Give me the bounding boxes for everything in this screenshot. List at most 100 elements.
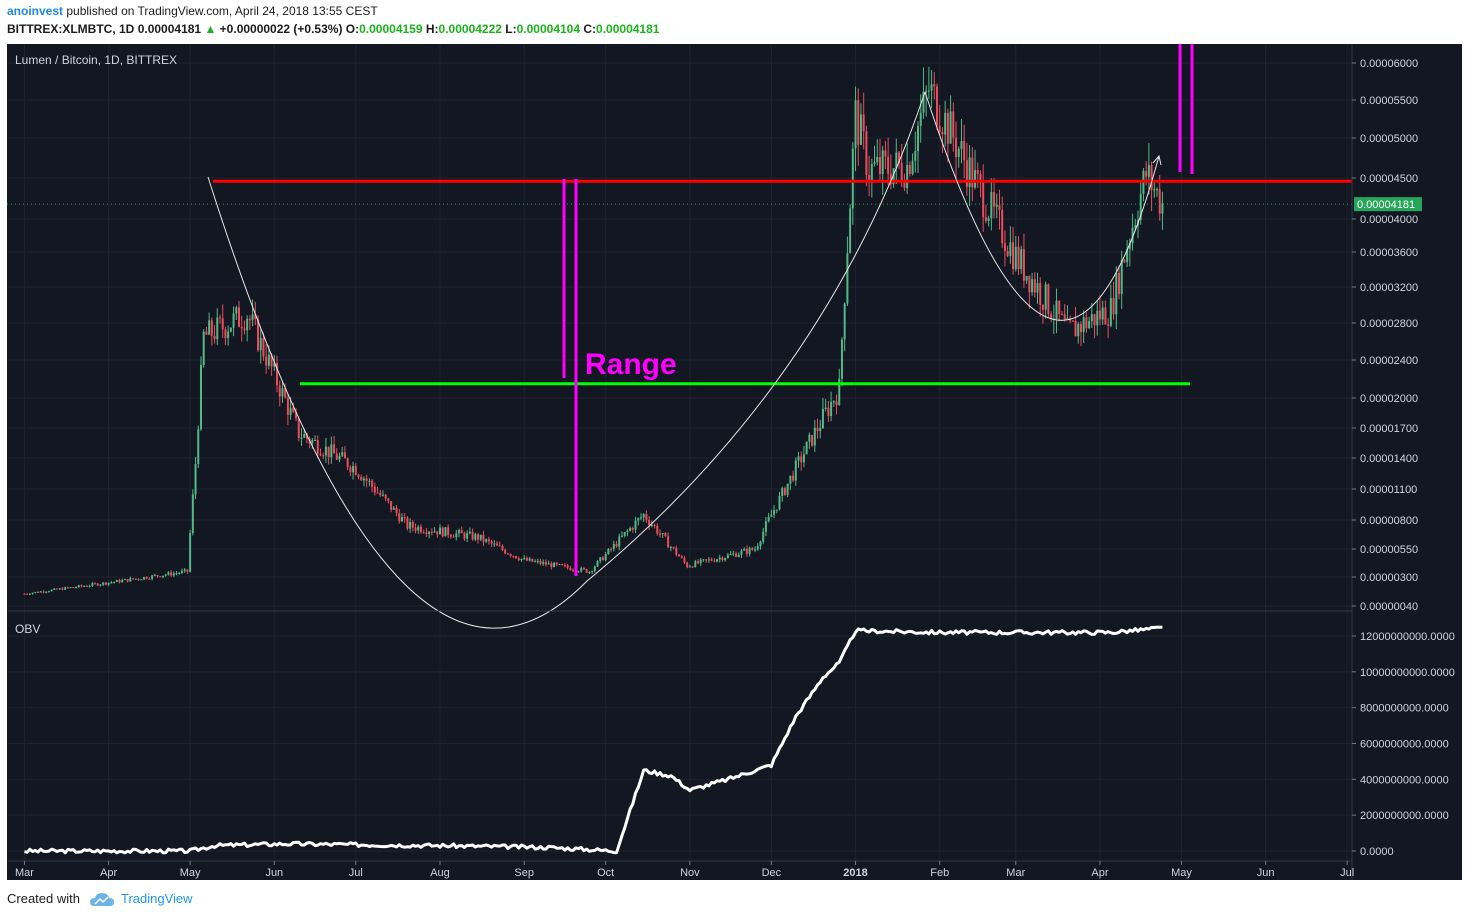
candle-body [743,549,746,551]
candle-body [754,549,757,551]
candle-body [805,441,808,455]
chart-svg[interactable]: 0.00004181 Mar Apr May Jun Jul Aug Sep Oct Nov De… [7,44,1462,880]
y-tick-label: 10000000000.0000 [1360,667,1455,679]
candle-body [311,440,314,444]
candle-body [577,571,580,573]
candle-body [933,84,936,87]
candle-body [99,584,102,586]
candle-body [466,533,469,539]
candle-body [547,563,550,565]
candle-body [61,588,64,590]
candle-body [949,111,952,144]
open-label: O: [345,22,360,36]
candle-body [580,568,583,572]
candle-body [300,437,303,439]
candle-body [1022,249,1025,281]
candle-body [104,582,107,585]
candle-body [618,536,621,547]
y-tick-label: 0.00000800 [1360,515,1418,527]
candle-body [151,575,154,579]
candle-body [523,558,526,560]
candle-body [1017,246,1020,270]
candle-body [1074,320,1077,337]
candle-body [330,444,333,458]
candle-body [908,164,911,174]
candle-body [553,562,556,568]
candle-body [191,494,194,534]
candle-body [1123,260,1126,263]
candle-body [479,534,482,540]
candle-body [830,401,833,417]
candle-body [925,90,928,92]
candle-body [525,558,528,561]
current-price-tag [1354,197,1422,212]
candle-body [276,363,279,386]
candle-body [281,388,284,397]
candle-body [648,519,651,526]
candle-body [976,170,979,175]
candle-body [254,314,257,319]
candle-body [735,553,738,557]
candle-body [297,418,300,439]
candle-body [1126,249,1129,263]
up-arrow-icon: ▲ [204,22,217,36]
candle-body [362,478,365,481]
candle-body [946,113,949,144]
y-tick-label: 0.00001400 [1360,453,1418,465]
candle-body [411,522,414,528]
candle-body [1131,227,1134,244]
candle-body [669,547,672,549]
candle-body [360,476,363,481]
candle-body [373,486,376,493]
candle-body [601,557,604,561]
candle-body [854,100,857,149]
candle-body [115,580,118,582]
candle-body [267,354,270,366]
candle-body [843,303,846,340]
candle-body [324,446,327,456]
candle-body [846,253,849,304]
candle-body [213,335,216,340]
candle-body [186,569,189,572]
candle-body [515,555,518,559]
author-link[interactable]: anoinvest [7,4,64,18]
candle-body [137,578,140,580]
candle-body [900,162,903,181]
candle-body [944,113,947,135]
candle-body [1050,314,1053,320]
candle-body [159,576,162,578]
candle-body [286,397,289,415]
candle-body [876,157,879,163]
candle-body [438,527,441,535]
candle-body [917,125,920,152]
candle-body [178,572,181,574]
candle-body [838,378,841,406]
candle-body [555,562,558,565]
candle-body [539,560,542,564]
candle-body [436,531,439,535]
curve-arrowhead [1152,154,1162,166]
candle-body [240,326,243,329]
candle-body [688,566,691,568]
candle-body [118,580,121,583]
tradingview-link[interactable]: TradingView [121,891,193,906]
candle-body [756,546,759,550]
candle-body [485,539,488,542]
candle-body [1012,242,1015,270]
candle-body [327,446,330,458]
candle-body [982,181,985,218]
candle-body [878,157,881,175]
candle-body [702,559,705,561]
chart-area[interactable]: 0.00004181 Mar Apr May Jun Jul Aug Sep Oct Nov De… [7,44,1462,880]
candle-body [653,525,656,527]
candle-body [781,488,784,496]
candle-body [251,314,254,321]
candle-body [447,527,450,536]
candle-body [892,168,895,185]
candle-body [737,554,740,557]
candle-body [520,558,523,561]
candle-body [1055,300,1058,319]
candle-body [626,530,629,533]
candle-body [284,388,287,398]
candle-body [58,588,61,590]
